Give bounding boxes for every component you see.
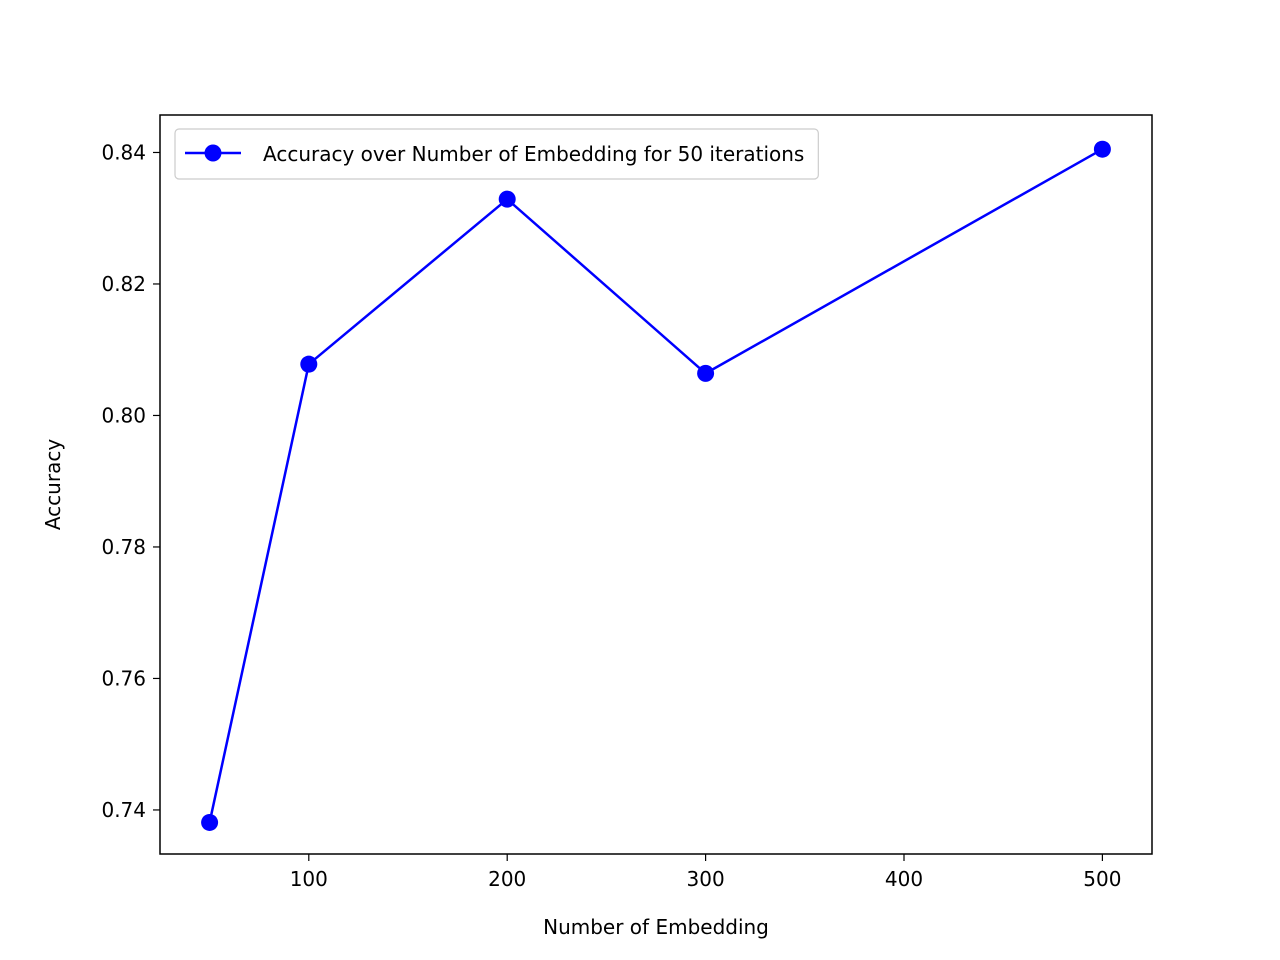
x-tick-label: 300 (687, 867, 725, 891)
x-axis-ticks: 100 200 300 400 500 (290, 854, 1121, 891)
legend-frame (174, 128, 819, 180)
data-point (1093, 140, 1111, 158)
y-tick-label: 0.84 (101, 140, 146, 164)
legend-entry-label: Accuracy over Number of Embedding for 50… (263, 142, 804, 166)
y-tick-label: 0.82 (101, 272, 146, 296)
y-axis-ticks: 0.74 0.76 0.78 0.80 0.82 0.84 (101, 140, 160, 822)
data-point (498, 190, 516, 208)
data-point (201, 813, 219, 831)
data-point (697, 364, 715, 382)
data-point (300, 355, 318, 373)
y-tick-label: 0.80 (101, 403, 146, 427)
x-axis-label: Number of Embedding (543, 915, 769, 939)
x-tick-label: 100 (290, 867, 328, 891)
x-tick-label: 400 (885, 867, 923, 891)
plot-area-frame (159, 114, 1153, 855)
legend: Accuracy over Number of Embedding for 50… (174, 128, 819, 180)
y-axis-label: Accuracy (41, 439, 65, 530)
x-tick-label: 200 (488, 867, 526, 891)
series-layer (201, 140, 1111, 831)
y-tick-label: 0.74 (101, 798, 146, 822)
y-tick-label: 0.78 (101, 535, 146, 559)
y-tick-label: 0.76 (101, 666, 146, 690)
legend-marker-swatch (204, 144, 222, 162)
x-tick-label: 500 (1083, 867, 1121, 891)
